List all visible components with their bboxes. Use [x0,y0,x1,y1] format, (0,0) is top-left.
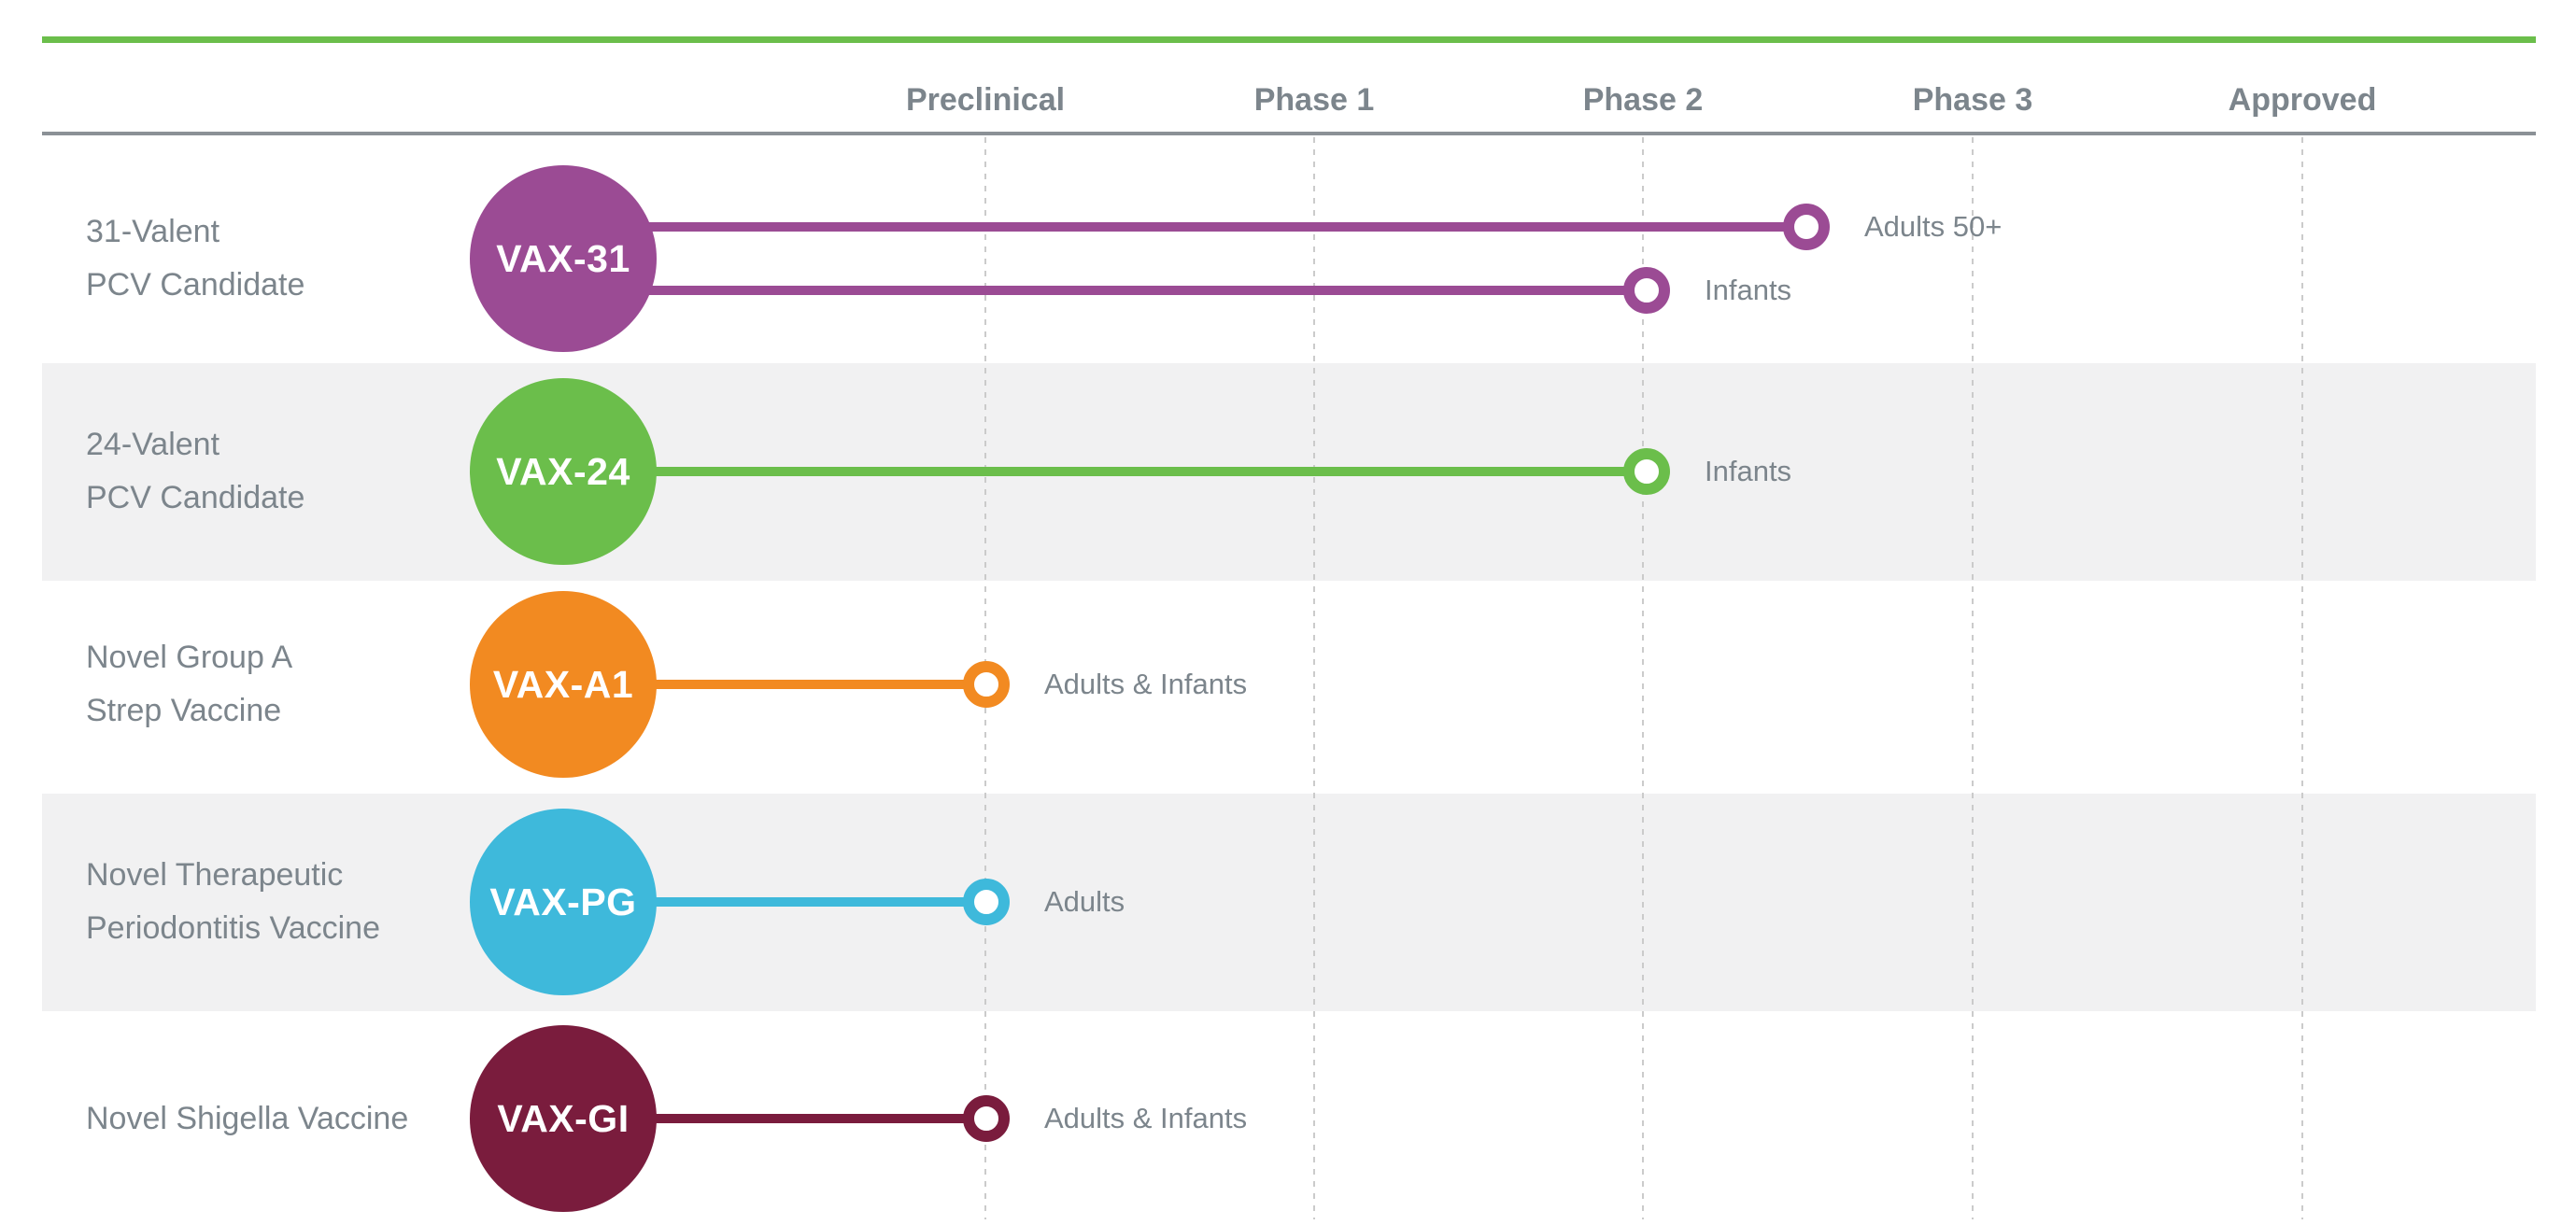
phase-gridline [1642,137,1644,1219]
stage-marker-ring [1623,448,1670,495]
phase-column-label: Approved [2228,82,2377,118]
program-name: 24-Valent PCV Candidate [86,418,304,525]
program-bubble: VAX-A1 [470,591,657,778]
population-label: Adults 50+ [1864,210,2003,243]
phase-gridline [1313,137,1315,1219]
stage-marker-ring [1623,267,1670,314]
row-band [42,793,2536,1011]
program-name: Novel Shigella Vaccine [86,1092,408,1146]
program-name: 31-Valent PCV Candidate [86,205,304,312]
population-label: Infants [1705,274,1792,306]
program-name-line: PCV Candidate [86,267,305,303]
population-label: Adults & Infants [1044,668,1248,700]
stage-marker-ring [963,879,1010,925]
program-name-line: 24-Valent [86,427,220,462]
program-name-line: PCV Candidate [86,480,305,515]
phase-column-label: Phase 3 [1912,82,2033,118]
program-bubble: VAX-24 [470,378,657,565]
stage-marker-ring [963,1095,1010,1142]
population-label: Infants [1705,455,1792,487]
progress-line [598,286,1647,295]
program-bubble: VAX-31 [470,165,657,352]
program-bubble: VAX-GI [470,1025,657,1212]
program-code: VAX-GI [497,1096,630,1140]
program-name-line: Novel Group A [86,640,293,675]
program-name-line: Novel Therapeutic [86,857,344,893]
program-name-line: Novel Shigella Vaccine [86,1100,409,1136]
program-code: VAX-31 [496,236,630,280]
progress-line [598,897,986,907]
header-divider-rule [42,132,2536,135]
program-code: VAX-24 [496,449,630,493]
program-bubble: VAX-PG [470,809,657,995]
phase-column-label: Phase 1 [1253,82,1375,118]
progress-line [598,1114,986,1123]
program-code: VAX-PG [489,880,637,923]
stage-marker-ring [1783,204,1830,250]
program-name: Novel Group A Strep Vaccine [86,631,292,738]
program-name: Novel Therapeutic Periodontitis Vaccine [86,849,380,955]
program-code: VAX-A1 [492,662,634,706]
population-label: Adults [1044,885,1125,918]
program-name-line: Strep Vaccine [86,693,282,728]
phase-column-label: Preclinical [905,82,1066,118]
progress-line [598,680,986,689]
phase-column-label: Phase 2 [1582,82,1704,118]
phase-gridline [1972,137,1974,1219]
program-name-line: Periodontitis Vaccine [86,910,380,946]
phase-gridline [2301,137,2303,1219]
program-name-line: 31-Valent [86,214,220,249]
progress-line [598,222,1806,232]
top-accent-rule [42,36,2536,43]
progress-line [598,467,1647,476]
stage-marker-ring [963,661,1010,708]
population-label: Adults & Infants [1044,1102,1248,1134]
